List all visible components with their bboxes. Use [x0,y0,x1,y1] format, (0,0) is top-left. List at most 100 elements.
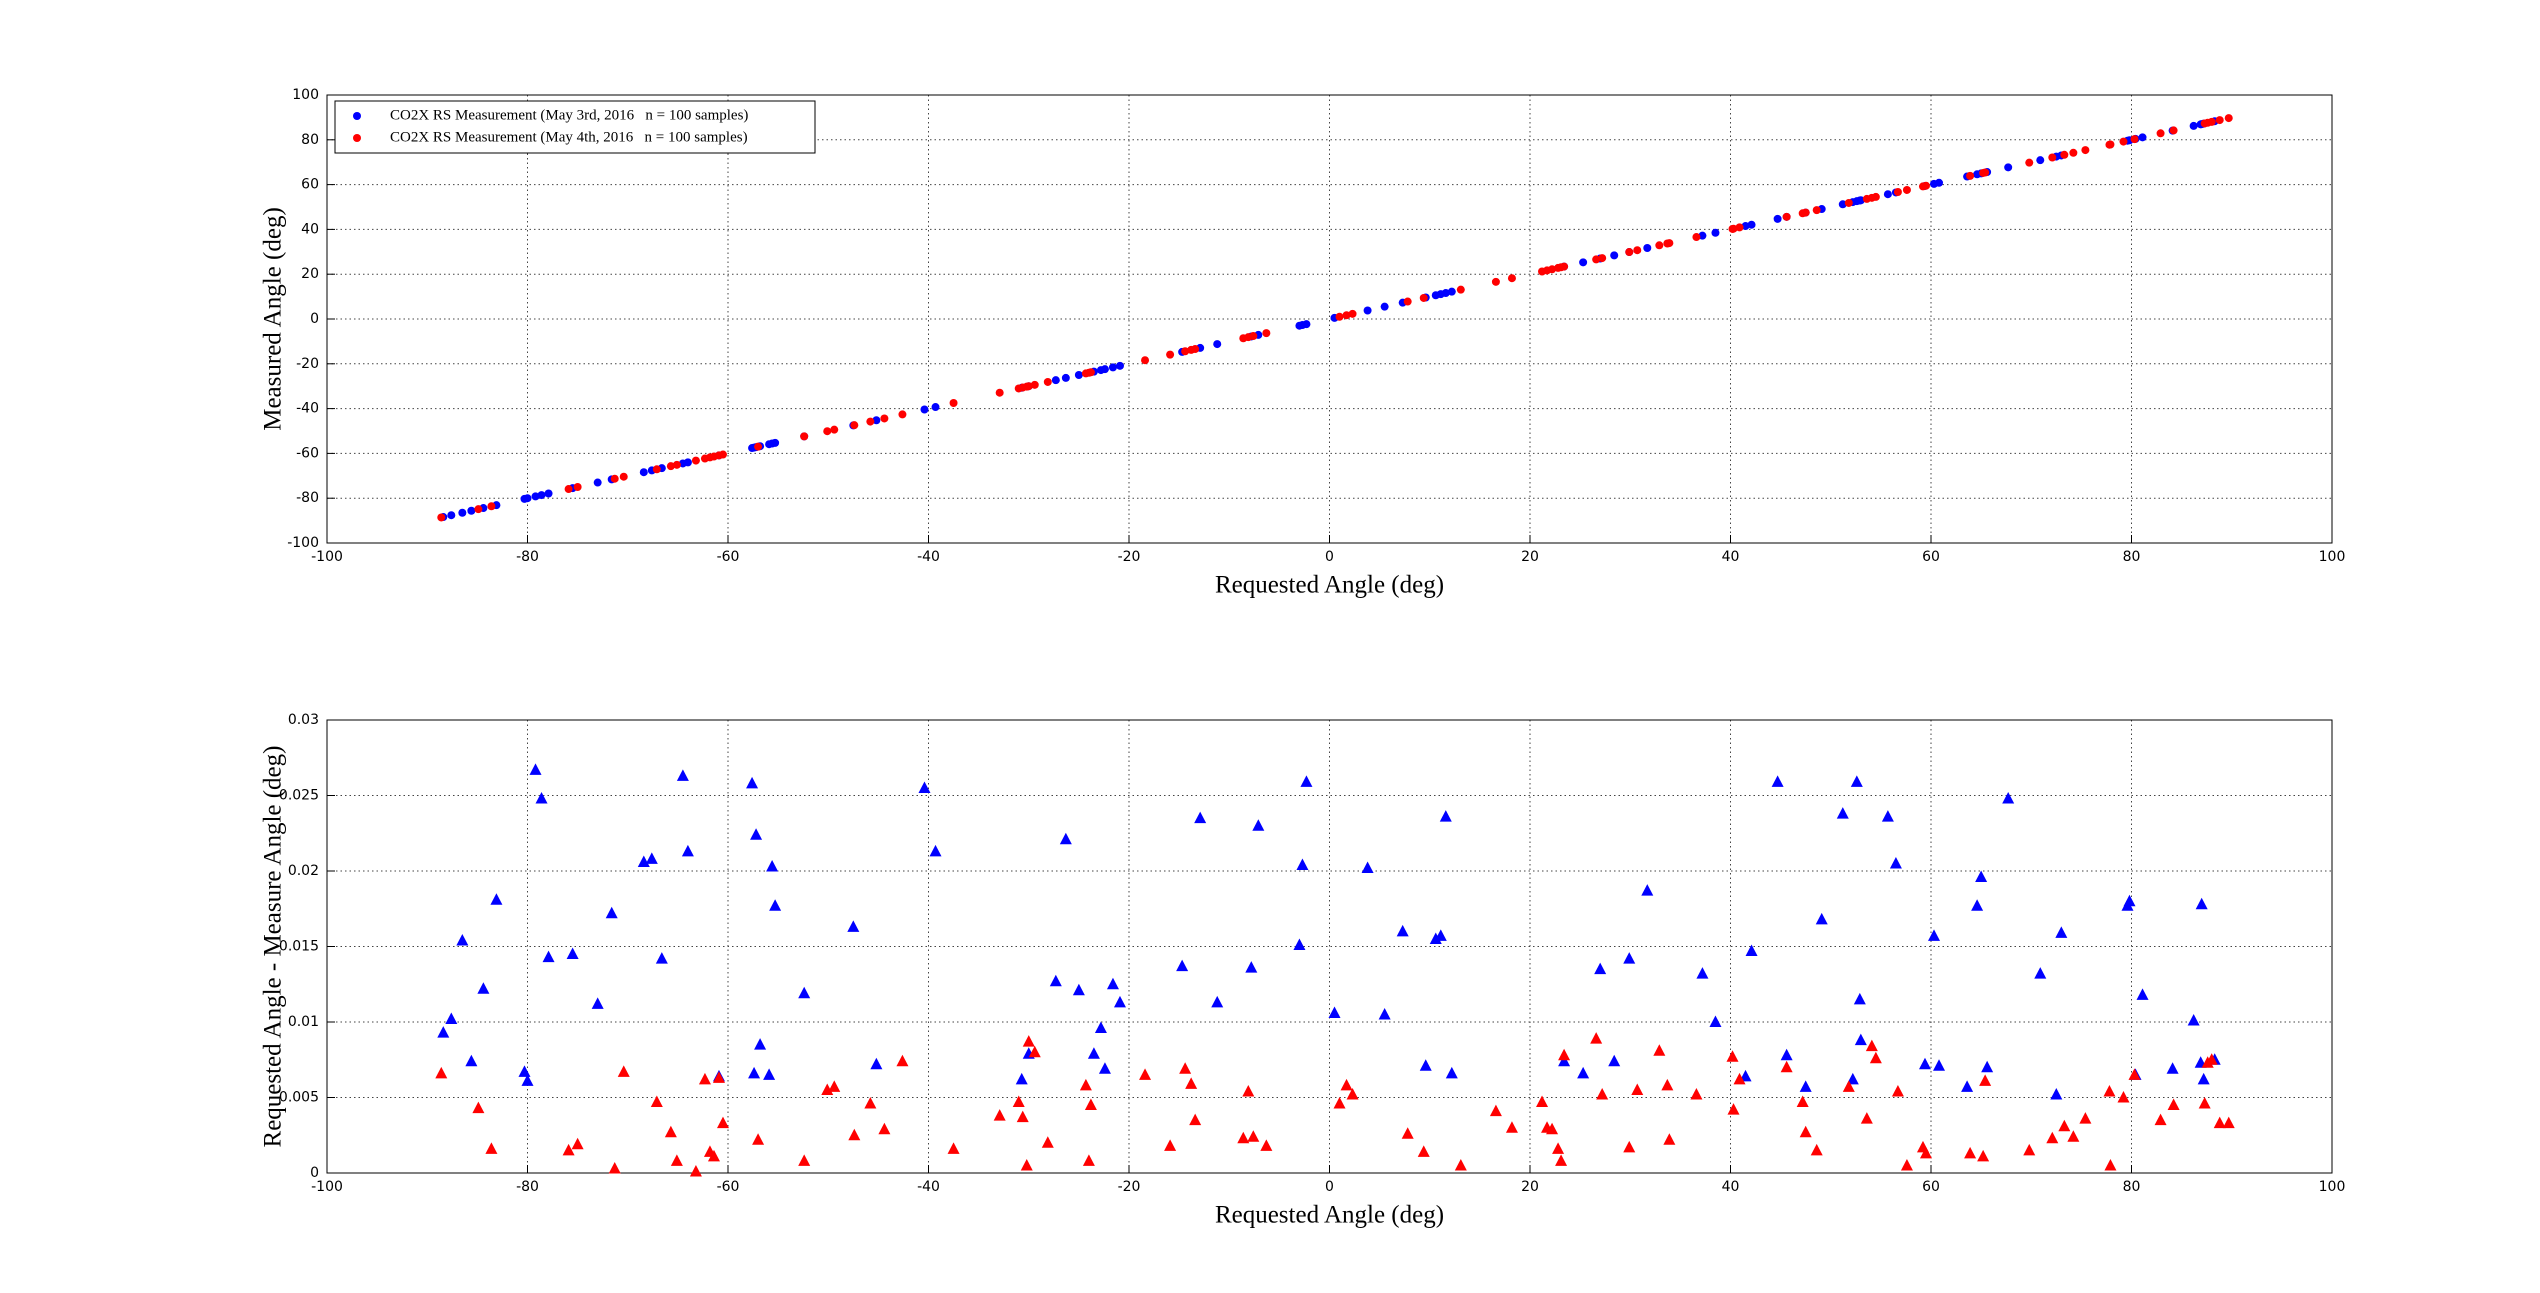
point [823,427,832,436]
x-tick-label: 40 [1722,549,1740,565]
point [1247,1130,1260,1142]
point [2166,1062,2179,1074]
point [1237,1131,1250,1144]
point [1141,356,1150,365]
y-tick-label: 0.02 [288,863,319,879]
point [2081,146,2090,155]
point [800,432,809,441]
point [2106,140,2115,149]
point [1179,1062,1192,1074]
point [1560,262,1569,271]
point [754,442,763,451]
plot-frame [326,94,2333,544]
point [1191,345,1200,354]
x-tick-label: 80 [2123,1179,2141,1195]
legend-box [334,100,816,154]
point [1690,1087,1703,1100]
x-tick-label: -20 [1118,549,1141,565]
x-tick-label: 100 [2319,549,2346,565]
point [1181,347,1190,356]
point [1396,924,1409,937]
point [2034,967,2047,979]
x-axis-label: Requested Angle (deg) [1215,572,1444,599]
x-tick-label: -60 [717,549,740,565]
point [866,417,875,426]
x-tick-label: -40 [917,549,940,565]
point [666,462,675,471]
point [1252,819,1265,831]
point [1505,1121,1518,1133]
point [655,952,668,964]
legend-label: CO2X RS Measurement (May 4th, 2016 n = 1… [390,129,748,145]
point [1961,1080,1974,1092]
point [1164,1139,1177,1151]
point [1456,285,1465,294]
point [1596,1087,1609,1100]
point [571,1137,584,1150]
point [2154,1113,2167,1126]
point [746,776,759,789]
point [1665,239,1674,248]
point [1921,181,1930,190]
point [521,1074,534,1086]
x-tick-label: 20 [1521,549,1539,565]
point [1328,1006,1341,1018]
point [2128,1068,2141,1080]
point [2103,1084,2116,1097]
point [1902,185,1911,194]
point [2104,1158,2117,1171]
point [2198,1097,2211,1109]
point [566,947,579,960]
point [1729,224,1738,233]
point [1900,1158,1913,1171]
point [2136,988,2149,1000]
point [2004,163,2013,172]
point [880,414,889,423]
point [993,1109,1006,1121]
point [562,1143,575,1156]
point [698,1072,711,1085]
point [1918,1057,1931,1070]
point [830,425,839,434]
point [1577,1066,1590,1079]
point [542,950,555,963]
point [485,1142,498,1154]
point [1115,361,1124,370]
point [2205,1053,2218,1065]
point [918,781,931,793]
point [1041,1136,1054,1148]
point [1844,198,1853,207]
point [1342,311,1351,320]
point [2130,135,2139,144]
point [1380,302,1389,311]
point [1051,376,1060,385]
point [1610,251,1619,260]
point [1782,212,1791,221]
point [898,410,907,419]
point [1419,293,1428,302]
y-tick-label: -20 [296,356,319,372]
point [1245,961,1258,973]
point [1838,200,1847,209]
x-tick-label: -100 [311,549,343,565]
point [2069,148,2078,157]
y-tick-label: 20 [301,266,319,282]
point [1796,1095,1809,1108]
point [1106,977,1119,990]
point [1100,365,1109,374]
point [1348,309,1357,318]
point [850,421,859,430]
point [564,485,573,494]
point [474,505,483,514]
point [1623,952,1636,964]
point [1087,1047,1100,1059]
point [1698,231,1707,240]
y-tick-label: -60 [296,445,319,461]
point [672,460,681,469]
point [1434,929,1447,941]
point [1419,1059,1432,1071]
point [896,1054,909,1067]
point [1213,340,1222,349]
point [1933,1059,1946,1071]
point [763,1068,776,1080]
